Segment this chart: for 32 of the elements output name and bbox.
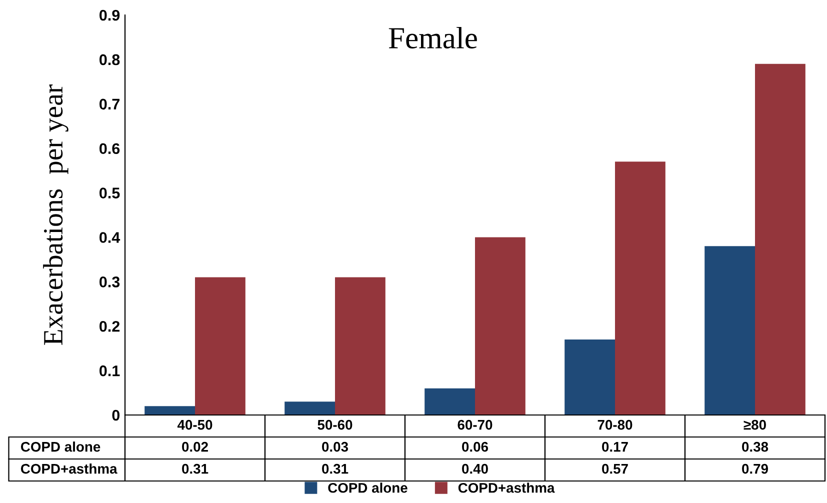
y-tick-label: 0.6 xyxy=(100,143,120,154)
y-axis-title: Exacerbations per year xyxy=(43,84,68,345)
data-label: 0.79 xyxy=(742,464,768,474)
y-tick-label: 0.7 xyxy=(100,98,120,110)
x-tick-label: 70-80 xyxy=(598,420,632,430)
data-label: 0.31 xyxy=(322,464,348,474)
data-label: 0.02 xyxy=(182,442,208,452)
text: COPD alone xyxy=(20,442,100,452)
chart-title: Female xyxy=(388,27,477,49)
bar xyxy=(144,406,195,415)
legend-label: COPD+asthma xyxy=(458,482,555,493)
text: COPD+asthma xyxy=(20,464,118,474)
y-tick-label: 0.9 xyxy=(100,10,120,21)
data-label: 0.17 xyxy=(602,442,628,452)
y-tick-label: 0.8 xyxy=(100,54,120,66)
data-label: 0.38 xyxy=(742,442,768,452)
x-tick-label: 60-70 xyxy=(458,420,492,430)
y-tick-label: 0.3 xyxy=(100,276,120,288)
x-tick-label: 50-60 xyxy=(318,420,352,430)
x-tick-label: ≥80 xyxy=(744,420,766,430)
y-tick-label: 0.4 xyxy=(100,232,120,243)
data-label: 0.06 xyxy=(462,442,488,452)
legend-label: COPD alone xyxy=(328,482,408,493)
data-label: 0.03 xyxy=(322,442,348,452)
y-tick-label: 0 xyxy=(112,410,120,421)
y-tick-label: 0.2 xyxy=(100,320,120,332)
data-label: 0.40 xyxy=(462,464,488,474)
data-label: 0.57 xyxy=(602,464,628,474)
data-label: 0.31 xyxy=(182,464,208,474)
x-tick-label: 40-50 xyxy=(177,420,212,430)
y-tick-label: 0.1 xyxy=(100,365,120,376)
y-tick-label: 0.5 xyxy=(100,188,120,198)
